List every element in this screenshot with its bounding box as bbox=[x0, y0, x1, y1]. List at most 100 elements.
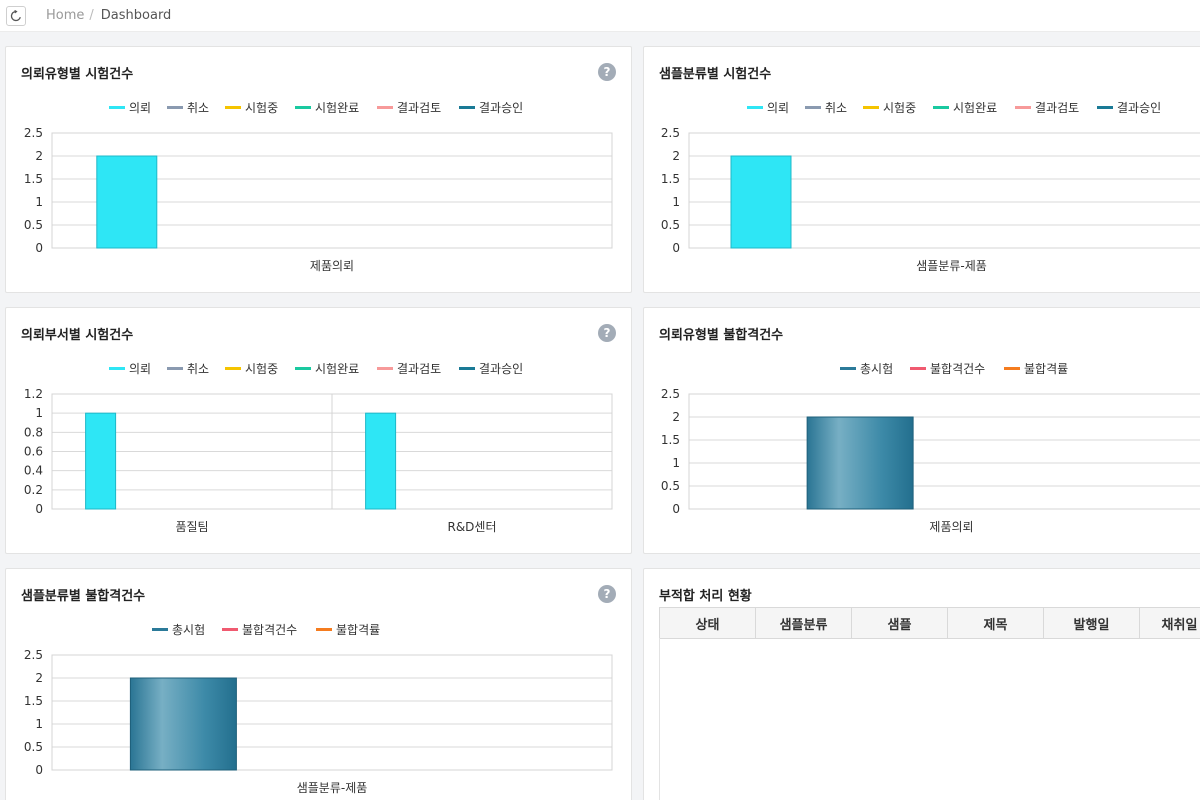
legend-item[interactable]: 의뢰 bbox=[109, 101, 151, 115]
legend-item[interactable]: 시험중 bbox=[225, 362, 278, 376]
legend-item[interactable]: 불합격건수 bbox=[222, 623, 297, 637]
bar-chart: 의뢰 취소 시험중 시험완료 결과검토 결과승인 0 0.5 1 1.5 2 2.5 제품의뢰 bbox=[24, 101, 613, 273]
column-header-issue-date[interactable]: 발행일 bbox=[1043, 607, 1140, 639]
legend-item[interactable]: 시험중 bbox=[863, 101, 916, 115]
legend-item[interactable]: 결과승인 bbox=[1097, 101, 1161, 115]
legend-swatch bbox=[152, 628, 168, 631]
legend-label: 불합격건수 bbox=[242, 623, 297, 637]
y-tick-label: 1 bbox=[35, 195, 43, 209]
y-tick-label: 1.2 bbox=[24, 387, 43, 401]
help-icon[interactable]: ? bbox=[598, 63, 616, 81]
panel-tests-by-sample-class: 샘플분류별 시험건수 의뢰 취소 시험중 시험완료 결과검토 결과승인 0 0.5 1 1.5 2 2… bbox=[643, 46, 1200, 293]
legend-item[interactable]: 취소 bbox=[167, 101, 209, 115]
y-tick-label: 1 bbox=[672, 456, 680, 470]
bar-의뢰[interactable] bbox=[365, 412, 397, 510]
help-icon[interactable]: ? bbox=[598, 324, 616, 342]
bar-의뢰[interactable] bbox=[96, 155, 158, 249]
y-tick-label: 1 bbox=[35, 406, 43, 420]
legend-label: 시험중 bbox=[245, 362, 278, 376]
legend-item[interactable]: 결과검토 bbox=[377, 362, 441, 376]
y-tick-label: 0.5 bbox=[661, 479, 680, 493]
legend-swatch bbox=[225, 106, 241, 109]
legend-label: 의뢰 bbox=[129, 362, 151, 376]
legend-item[interactable]: 결과승인 bbox=[459, 101, 523, 115]
plot-area bbox=[688, 132, 1200, 249]
legend-label: 불합격률 bbox=[336, 623, 380, 637]
bar-의뢰[interactable] bbox=[730, 155, 792, 249]
legend-item[interactable]: 취소 bbox=[167, 362, 209, 376]
y-tick-label: 2 bbox=[35, 149, 43, 163]
legend-item[interactable]: 결과검토 bbox=[1015, 101, 1079, 115]
y-tick-label: 0.8 bbox=[24, 425, 43, 439]
legend-item[interactable]: 총시험 bbox=[840, 362, 893, 376]
y-tick-label: 2.5 bbox=[24, 648, 43, 662]
help-icon[interactable]: ? bbox=[598, 585, 616, 603]
legend-label: 결과승인 bbox=[479, 101, 523, 115]
bar-총시험[interactable] bbox=[806, 416, 914, 510]
legend-item[interactable]: 시험완료 bbox=[933, 101, 997, 115]
bar-chart: 총시험 불합격건수 불합격률 0 0.5 1 1.5 2 2.5 제품의뢰 bbox=[661, 362, 1200, 534]
chart-legend: 의뢰 취소 시험중 시험완료 결과검토 결과승인 bbox=[747, 101, 1161, 115]
legend-item[interactable]: 의뢰 bbox=[109, 362, 151, 376]
y-tick-label: 0 bbox=[672, 241, 680, 255]
refresh-button[interactable] bbox=[6, 5, 26, 26]
legend-swatch bbox=[109, 367, 125, 370]
column-header-sample-class[interactable]: 샘플분류 bbox=[755, 607, 852, 639]
legend-label: 의뢰 bbox=[767, 101, 789, 115]
legend-item[interactable]: 총시험 bbox=[152, 623, 205, 637]
panel-title: 샘플분류별 시험건수 bbox=[659, 67, 772, 82]
breadcrumb-home[interactable]: Home bbox=[46, 8, 85, 23]
y-tick-label: 1.5 bbox=[661, 433, 680, 447]
legend-item[interactable]: 불합격건수 bbox=[910, 362, 985, 376]
legend-swatch bbox=[167, 367, 183, 370]
legend-label: 총시험 bbox=[860, 362, 893, 376]
legend-item[interactable]: 시험완료 bbox=[295, 101, 359, 115]
legend-label: 결과검토 bbox=[397, 101, 441, 115]
legend-label: 시험중 bbox=[245, 101, 278, 115]
legend-swatch bbox=[805, 106, 821, 109]
legend-item[interactable]: 결과승인 bbox=[459, 362, 523, 376]
y-tick-label: 0 bbox=[35, 241, 43, 255]
column-header-sample[interactable]: 샘플 bbox=[851, 607, 948, 639]
legend-label: 시험중 bbox=[883, 101, 916, 115]
legend-label: 불합격건수 bbox=[930, 362, 985, 376]
y-tick-label: 1 bbox=[35, 717, 43, 731]
y-tick-label: 1 bbox=[672, 195, 680, 209]
legend-label: 총시험 bbox=[172, 623, 205, 637]
column-header-status[interactable]: 상태 bbox=[659, 607, 756, 639]
table-header-row: 상태 샘플분류 샘플 제목 발행일 채취일 bbox=[659, 607, 1200, 639]
plot-area bbox=[51, 654, 613, 771]
legend-item[interactable]: 불합격률 bbox=[316, 623, 380, 637]
y-tick-label: 0.5 bbox=[24, 218, 43, 232]
legend-item[interactable]: 불합격률 bbox=[1004, 362, 1068, 376]
panel-failures-by-sample-class: 샘플분류별 불합격건수 ? 총시험 불합격건수 불합격률 0 0.5 1 1.5 2 2.5 샘플… bbox=[5, 568, 632, 800]
legend-label: 시험완료 bbox=[315, 362, 359, 376]
bar-의뢰[interactable] bbox=[85, 412, 117, 510]
panel-title: 샘플분류별 불합격건수 bbox=[21, 589, 146, 604]
column-header-title[interactable]: 제목 bbox=[947, 607, 1044, 639]
legend-label: 결과검토 bbox=[1035, 101, 1079, 115]
legend-label: 시험완료 bbox=[953, 101, 997, 115]
x-tick-label: 품질팀 bbox=[175, 520, 208, 534]
legend-swatch bbox=[222, 628, 238, 631]
legend-label: 의뢰 bbox=[129, 101, 151, 115]
legend-swatch bbox=[295, 367, 311, 370]
legend-item[interactable]: 취소 bbox=[805, 101, 847, 115]
legend-item[interactable]: 결과검토 bbox=[377, 101, 441, 115]
legend-item[interactable]: 시험중 bbox=[225, 101, 278, 115]
y-tick-label: 1.5 bbox=[24, 694, 43, 708]
legend-label: 취소 bbox=[187, 362, 209, 376]
legend-item[interactable]: 시험완료 bbox=[295, 362, 359, 376]
y-tick-label: 0.5 bbox=[661, 218, 680, 232]
legend-item[interactable]: 의뢰 bbox=[747, 101, 789, 115]
y-tick-label: 0.2 bbox=[24, 483, 43, 497]
nonconformance-table: 상태 샘플분류 샘플 제목 발행일 채취일 bbox=[659, 607, 1200, 639]
legend-label: 결과승인 bbox=[1117, 101, 1161, 115]
panel-nonconformance-status: 부적합 처리 현황 상태 샘플분류 샘플 제목 발행일 채취일 bbox=[643, 568, 1200, 800]
bar-chart: 총시험 불합격건수 불합격률 0 0.5 1 1.5 2 2.5 샘플분류-제품 bbox=[24, 623, 613, 795]
bar-총시험[interactable] bbox=[129, 677, 237, 771]
y-tick-label: 0 bbox=[35, 502, 43, 516]
legend-swatch bbox=[225, 367, 241, 370]
panel-failures-by-request-type: 의뢰유형별 불합격건수 총시험 불합격건수 불합격률 0 0.5 1 1.5 2 2.5 제품의뢰 bbox=[643, 307, 1200, 554]
column-header-collect-date[interactable]: 채취일 bbox=[1139, 607, 1200, 639]
